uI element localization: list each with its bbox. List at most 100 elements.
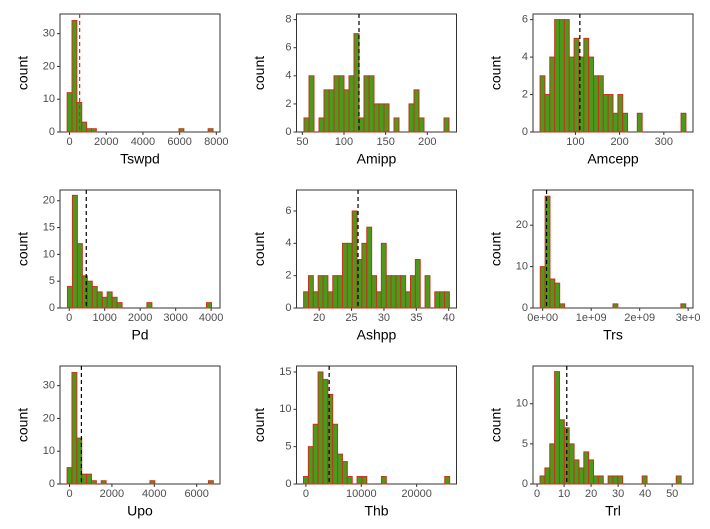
bar <box>206 302 212 309</box>
bar <box>307 446 314 485</box>
bar <box>81 121 88 133</box>
bar <box>593 75 599 133</box>
x-tick-label: 1000 <box>92 312 116 324</box>
bar <box>395 275 402 309</box>
bar <box>302 476 309 485</box>
y-tick-label: 4 <box>522 51 528 63</box>
bar <box>348 75 355 133</box>
x-tick-label: 0 <box>303 488 309 500</box>
bar <box>680 303 687 309</box>
x-tick-label: 4000 <box>131 136 155 148</box>
bar <box>178 128 185 133</box>
y-tick-label: 0 <box>285 302 291 314</box>
y-tick-label: 20 <box>43 412 55 424</box>
x-tick-label: 20 <box>585 488 597 500</box>
bar <box>76 243 83 309</box>
x-axis-label: Thb <box>364 503 388 519</box>
x-tick-label: 8000 <box>204 136 228 148</box>
bar <box>146 302 153 309</box>
bar <box>383 103 390 133</box>
bar <box>559 303 566 309</box>
bar <box>563 19 570 133</box>
bar <box>318 117 325 133</box>
bar <box>414 259 421 309</box>
x-tick-label: 20 <box>313 312 325 324</box>
bar <box>573 459 580 485</box>
panel: 0 10 20 30 40 50 0 5 10 Trl count <box>488 365 694 519</box>
bar <box>71 20 78 133</box>
panel: 100 200 300 0 2 4 6 Amcepp count <box>488 13 694 167</box>
bar <box>410 275 416 309</box>
bar <box>323 89 330 133</box>
y-axis-label: count <box>15 56 31 90</box>
x-tick-label: 2000 <box>128 312 152 324</box>
x-tick-label: 2e+09 <box>624 312 655 324</box>
bar <box>607 94 614 133</box>
x-tick-label: 30 <box>612 488 624 500</box>
bar <box>405 291 412 309</box>
bar <box>641 475 648 485</box>
y-axis-label: count <box>251 408 267 442</box>
x-tick-label: 25 <box>345 312 357 324</box>
x-axis-label: Upo <box>127 503 153 519</box>
x-tick-label: 4000 <box>142 488 166 500</box>
bar <box>612 475 619 485</box>
bar <box>373 103 380 133</box>
x-tick-label: 0 <box>66 136 72 148</box>
panel: 0 1000 2000 3000 4000 0 5 10 15 20 Pd count <box>15 189 223 343</box>
y-axis-label: count <box>488 56 504 90</box>
x-tick-label: 2000 <box>94 136 118 148</box>
bar <box>71 194 78 309</box>
bar <box>343 89 350 133</box>
plot-border <box>296 365 457 485</box>
x-tick-label: 35 <box>410 312 422 324</box>
bar <box>66 467 73 485</box>
bar <box>346 476 353 485</box>
bar <box>617 475 624 485</box>
bar <box>356 476 363 485</box>
x-tick-label: 150 <box>376 136 394 148</box>
x-axis-label: Tswpd <box>120 151 160 167</box>
bar <box>439 291 446 309</box>
bar <box>337 275 343 309</box>
plot-border <box>59 13 221 133</box>
bar <box>353 33 360 133</box>
panel: 0 2000 4000 6000 8000 0 10 20 30 Tswpd count <box>15 13 229 167</box>
bar <box>597 475 604 485</box>
x-tick-label: 3000 <box>163 312 187 324</box>
x-tick-label: 0 <box>66 488 72 500</box>
y-axis-label: count <box>488 408 504 442</box>
y-axis-label: count <box>251 232 267 266</box>
bar <box>680 112 687 133</box>
y-tick-label: 6 <box>285 205 291 217</box>
bar <box>86 473 92 485</box>
panel: 20 25 30 35 40 0 2 4 6 Ashpp count <box>251 189 457 343</box>
bar <box>90 128 97 133</box>
bar <box>66 286 73 309</box>
y-tick-label: 6 <box>522 14 528 26</box>
y-tick-label: 15 <box>43 221 55 233</box>
y-tick-label: 0 <box>285 126 291 138</box>
y-tick-label: 2 <box>285 98 291 110</box>
x-tick-label: 300 <box>655 136 673 148</box>
bar <box>573 37 580 133</box>
bar <box>583 451 590 485</box>
y-tick-label: 4 <box>285 237 291 249</box>
bar <box>378 103 385 133</box>
x-axis-label: Ashpp <box>357 327 397 343</box>
bar <box>307 275 314 309</box>
bar <box>554 371 560 485</box>
bar <box>338 75 345 133</box>
y-tick-label: 0 <box>522 478 528 490</box>
y-tick-label: 5 <box>522 438 528 450</box>
bar <box>612 303 619 309</box>
y-tick-label: 10 <box>279 403 291 415</box>
bar <box>617 94 624 133</box>
y-tick-label: 0 <box>49 478 55 490</box>
bar <box>413 89 420 133</box>
bar <box>583 37 590 133</box>
bar <box>366 226 373 309</box>
x-tick-label: 1e+09 <box>576 312 607 324</box>
y-axis-label: count <box>15 232 31 266</box>
